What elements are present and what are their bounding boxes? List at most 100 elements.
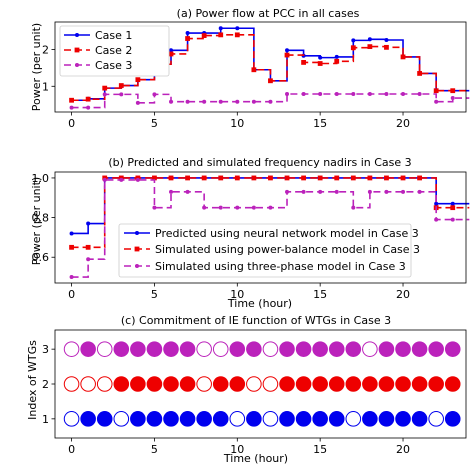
b-series-2-point [234, 175, 240, 181]
b-ytick-label: 0.8 [32, 212, 50, 225]
wtg-committed-dot [444, 411, 461, 427]
wtg-committed-dot [428, 376, 444, 392]
c-xtick-label: 15 [313, 443, 327, 456]
a-series-3 [69, 92, 470, 110]
a-series-2-point [218, 32, 224, 38]
a-series-1-point [169, 48, 174, 53]
a-series-3-point [86, 105, 91, 110]
a-series-2-point [350, 45, 356, 51]
legend-case-3: Case 3 [95, 59, 132, 72]
a-series-2-point [118, 83, 124, 88]
wtg-uncommitted-dot [212, 341, 229, 357]
b-series-3-point [119, 177, 124, 182]
a-xtick-label: 15 [313, 117, 327, 130]
b-series-3-point [384, 189, 389, 194]
wtg-uncommitted-dot [345, 411, 362, 427]
wtg-uncommitted-dot [196, 376, 212, 392]
panel-b-legend-samples [124, 231, 150, 268]
b-xtick-label: 0 [68, 288, 75, 301]
wtg-committed-dot [444, 376, 461, 392]
b-series-2-point [152, 175, 157, 181]
wtg-committed-dot [96, 411, 113, 427]
panel-c-plot-area: 0 5 10 15 20 1 2 3 [42, 341, 461, 456]
panel-b-legend-box [118, 223, 412, 278]
panel-c-xlabel: Time (hour) [223, 452, 288, 465]
wtg-committed-dot [146, 341, 163, 357]
b-series-3-point [69, 275, 74, 280]
wtg-committed-dot [411, 411, 428, 427]
wtg-committed-dot [130, 376, 146, 392]
panel-b: (b) Predicted and simulated frequency na… [30, 156, 470, 310]
a-series-1-point [285, 48, 290, 53]
c-ytick-label: 3 [42, 343, 49, 356]
wtg-committed-dot [113, 341, 130, 357]
a-series-2-point [135, 77, 141, 83]
wtg-uncommitted-dot [262, 376, 279, 392]
wtg-committed-dot [130, 341, 146, 357]
b-series-3-point [218, 205, 223, 210]
wtg-committed-dot [212, 376, 229, 392]
wtg-committed-dot [130, 411, 146, 427]
b-series-2-point [350, 175, 356, 181]
a-series-3-point [135, 100, 140, 105]
b-ytick-label: 1.0 [32, 172, 50, 185]
a-series-2-point [85, 96, 91, 102]
panel-a-axes-frame [54, 21, 467, 113]
wtg-committed-dot [229, 376, 246, 392]
wtg-committed-dot [212, 411, 229, 427]
b-series-3 [69, 177, 470, 280]
wtg-committed-dot [328, 411, 345, 427]
wtg-committed-dot [378, 341, 395, 357]
wtg-committed-dot [378, 411, 395, 427]
b-series-3-point [185, 189, 190, 194]
a-series-2-point [317, 61, 323, 66]
wtg-committed-dot [345, 341, 362, 357]
b-series-3-point [285, 189, 290, 194]
a-series-2-point [201, 33, 207, 38]
b-series-2-point [384, 175, 389, 181]
wtg-uncommitted-dot [196, 341, 212, 357]
a-series-2-point [301, 60, 306, 65]
a-series-2-point [284, 52, 290, 58]
b-series-3-point [301, 189, 306, 194]
c-ytick-label: 1 [42, 413, 49, 426]
b-series-2-point [450, 205, 456, 211]
a-legend-marker-3 [75, 63, 79, 67]
wtg-committed-dot [163, 376, 179, 392]
a-series-1-point [334, 54, 339, 59]
wtg-committed-dot [378, 376, 395, 392]
a-series-1-point [351, 38, 356, 43]
a-series-3-point [285, 92, 290, 96]
a-xtick-label: 20 [396, 117, 410, 130]
a-series-2-point [384, 44, 389, 50]
b-xtick-label: 5 [151, 288, 158, 301]
panel-a-legend-samples [64, 33, 90, 67]
panel-b-title: (b) Predicted and simulated frequency na… [108, 156, 411, 169]
a-series-2-point [69, 97, 74, 103]
a-series-3-point [384, 92, 389, 96]
wtg-committed-dot [411, 376, 428, 392]
b-series-2-point [367, 175, 373, 181]
b-legend-marker-2 [134, 246, 140, 252]
b-xtick-label: 15 [313, 288, 327, 301]
a-series-3-point [169, 99, 174, 104]
a-series-1-point [367, 37, 372, 42]
wtg-committed-dot [328, 376, 345, 392]
a-series-3-point [351, 92, 356, 96]
panel-c-title: (c) Commitment of IE function of WTGs in… [121, 314, 391, 327]
b-legend-marker-1 [135, 231, 139, 235]
a-series-3-point [268, 99, 273, 104]
wtg-committed-dot [246, 411, 262, 427]
panel-b-xlabel: Time (hour) [227, 297, 292, 310]
a-series-3-point [152, 92, 157, 97]
b-series-3-line [71, 179, 470, 278]
wtg-uncommitted-dot [96, 341, 113, 357]
a-series-3-point [334, 92, 339, 96]
wtg-uncommitted-dot [428, 411, 444, 427]
b-series-1-point [434, 201, 439, 206]
a-series-2-point [400, 54, 406, 60]
a-series-3-point [185, 99, 190, 104]
wtg-uncommitted-dot [80, 376, 96, 392]
a-series-2 [69, 32, 470, 103]
b-series-2-point [69, 244, 74, 250]
